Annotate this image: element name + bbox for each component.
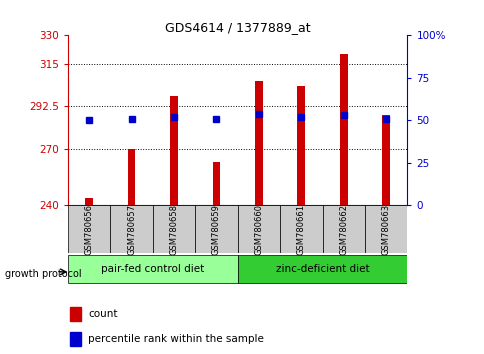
Bar [85,198,93,205]
Bar [70,307,81,321]
Bar [339,54,347,205]
Bar [255,81,262,205]
Text: growth protocol: growth protocol [5,269,81,279]
Text: GSM780658: GSM780658 [169,204,178,255]
Bar [381,115,389,205]
Bar [364,205,407,253]
Title: GDS4614 / 1377889_at: GDS4614 / 1377889_at [165,21,310,34]
Text: GSM780657: GSM780657 [127,204,136,255]
Bar [297,86,304,205]
Bar [212,162,220,205]
Bar [68,255,237,283]
Bar [152,205,195,253]
Text: GSM780656: GSM780656 [84,204,93,255]
Bar [70,332,81,346]
Bar [127,149,135,205]
Text: pair-fed control diet: pair-fed control diet [101,264,204,274]
Bar [237,255,407,283]
Bar [170,96,178,205]
Bar [195,205,237,253]
Text: count: count [88,309,118,319]
Text: percentile rank within the sample: percentile rank within the sample [88,334,264,344]
Bar [68,205,110,253]
Text: GSM780659: GSM780659 [212,204,221,255]
Text: GSM780663: GSM780663 [381,204,390,255]
Text: GSM780660: GSM780660 [254,204,263,255]
Text: GSM780662: GSM780662 [338,204,348,255]
Text: GSM780661: GSM780661 [296,204,305,255]
Text: zinc-deficient diet: zinc-deficient diet [275,264,369,274]
Bar [110,205,152,253]
Bar [237,205,280,253]
Bar [280,205,322,253]
Bar [322,205,364,253]
